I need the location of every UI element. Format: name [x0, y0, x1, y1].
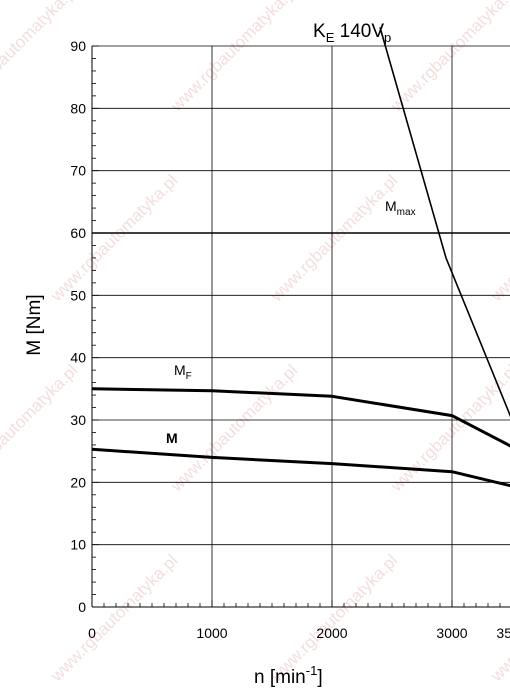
y-tick-label: 90 [70, 38, 86, 54]
x-tick-label: 3000 [436, 625, 467, 641]
series-line-mmax [379, 27, 510, 418]
series-label-m: M [166, 430, 178, 446]
series-label-mf: MF [174, 362, 192, 382]
chart-title: KE 140Vp [313, 21, 391, 45]
watermark-text: www.rgbautomatyka.pl [266, 171, 401, 306]
watermark-text: www.rgbautomatyka.pl [166, 0, 301, 116]
series-label-mmax: Mmax [385, 198, 416, 218]
y-tick-label: 80 [70, 100, 86, 116]
axes: 0 10 20 30 40 50 60 70 80 90 0 1000 2000 3000 3500 [70, 38, 510, 641]
watermark-text: www.rgbautomatyka.pl [486, 551, 510, 686]
y-tick-label: 30 [70, 412, 86, 428]
x-tick-label: 3500 [496, 625, 510, 641]
x-tick-label: 0 [88, 625, 96, 641]
series-line-mf [91, 387, 510, 448]
y-tick-label: 50 [70, 287, 86, 303]
y-axis-title: M [Nm] [24, 294, 45, 355]
grid [91, 45, 510, 608]
y-tick-label: 60 [70, 225, 86, 241]
y-tick-label: 40 [70, 350, 86, 366]
y-tick-label: 10 [70, 537, 86, 553]
watermark-text: www.rgbautomatyka.pl [386, 361, 510, 496]
series [91, 27, 510, 488]
watermark-text: www.rgbautomatyka.pl [46, 551, 181, 686]
series-line-m [91, 447, 510, 488]
watermark-text: www.rgbautomatyka.pl [46, 171, 181, 306]
x-axis-title: n [min-1] [254, 663, 323, 688]
y-tick-label: 70 [70, 163, 86, 179]
watermark-text: www.rgbautomatyka.pl [0, 361, 81, 496]
watermark-text: www.rgbautomatyka.pl [386, 0, 510, 116]
watermark-text: www.rgbautomatyka.pl [486, 171, 510, 306]
y-tick-label: 0 [78, 599, 86, 615]
x-tick-label: 1000 [196, 625, 227, 641]
x-tick-label: 2000 [316, 625, 347, 641]
watermark-text: www.rgbautomatyka.pl [266, 551, 401, 686]
watermark-text: www.rgbautomatyka.pl [0, 0, 81, 116]
y-tick-label: 20 [70, 474, 86, 490]
